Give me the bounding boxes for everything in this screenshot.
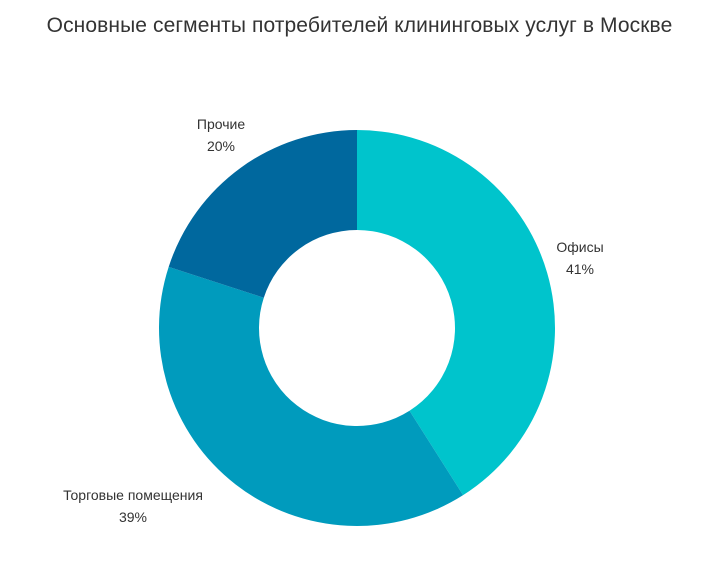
donut-slices bbox=[158, 130, 556, 526]
slice-label-1: Торговые помещения bbox=[63, 487, 203, 503]
slice-1 bbox=[158, 266, 464, 526]
slice-label-2: Прочие bbox=[197, 116, 245, 132]
slice-value-label-2: 20% bbox=[207, 138, 235, 154]
chart-title: Основные сегменты потребителей клинингов… bbox=[46, 14, 673, 37]
slice-value-label-1: 39% bbox=[119, 509, 147, 525]
slice-label-0: Офисы bbox=[556, 239, 603, 255]
slice-2 bbox=[168, 130, 357, 298]
slice-0 bbox=[357, 130, 556, 496]
slice-value-label-0: 41% bbox=[566, 261, 594, 277]
slice-labels: Офисы 41% Торговые помещения 39% Прочие 20% bbox=[63, 116, 604, 525]
